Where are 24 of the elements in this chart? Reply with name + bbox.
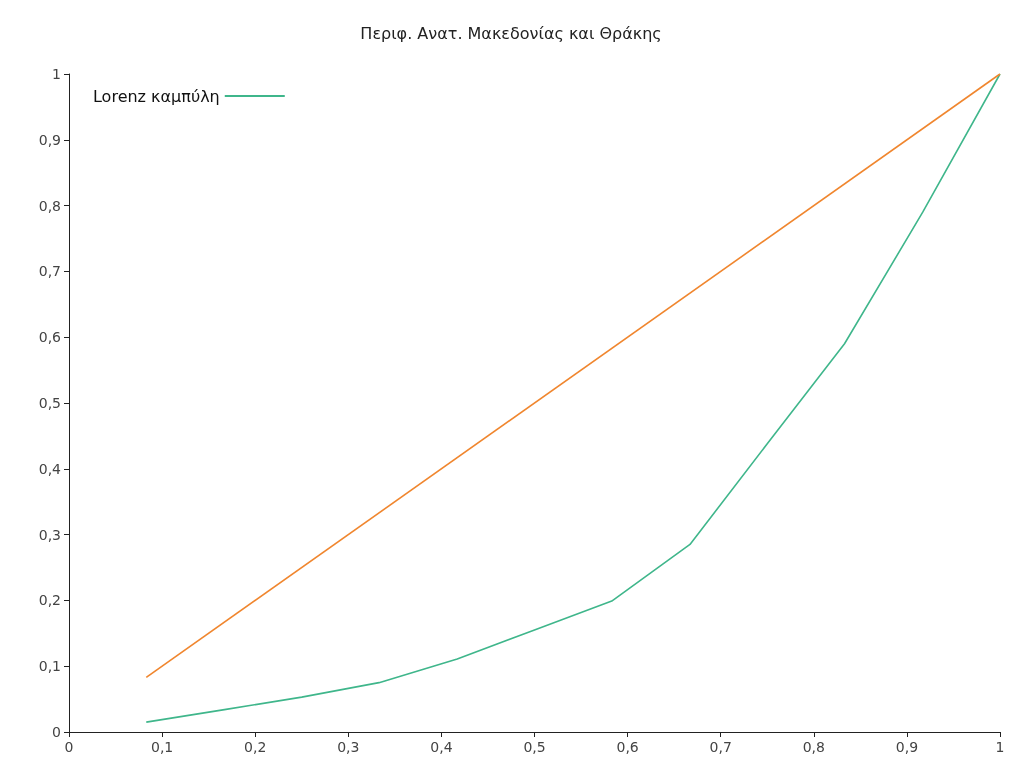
x-tick-label: 0,6 <box>616 739 639 755</box>
y-tick-label: 0,3 <box>38 526 61 543</box>
x-tick-label: 0,8 <box>802 739 825 755</box>
x-tick-label: 0,1 <box>150 739 174 755</box>
x-tick-label: 0 <box>64 739 74 755</box>
y-tick-label: 0,6 <box>38 329 62 346</box>
y-tick-label: 0,2 <box>38 592 61 609</box>
legend-label: Lorenz καμπύλη <box>92 86 220 106</box>
chart-title: Περιφ. Ανατ. Μακεδονίας και Θράκης <box>360 23 662 43</box>
x-tick-label: 0,3 <box>337 739 360 755</box>
y-tick-label: 0,8 <box>38 197 61 214</box>
y-tick-label: 0,4 <box>38 460 62 477</box>
y-tick-label: 0,9 <box>38 131 61 148</box>
y-tick-label: 0 <box>52 724 61 740</box>
x-tick-label: 0,2 <box>244 739 267 755</box>
x-tick-label: 0,5 <box>523 739 546 755</box>
y-tick-label: 1 <box>52 66 61 82</box>
y-tick-label: 0,1 <box>38 658 61 675</box>
x-tick-label: 0,7 <box>709 739 732 755</box>
x-tick-label: 0,9 <box>895 739 919 755</box>
x-tick-label: 1 <box>995 739 1005 755</box>
x-tick-label: 0,4 <box>430 739 453 755</box>
y-tick-label: 0,7 <box>38 263 61 280</box>
y-tick-label: 0,5 <box>38 395 61 411</box>
